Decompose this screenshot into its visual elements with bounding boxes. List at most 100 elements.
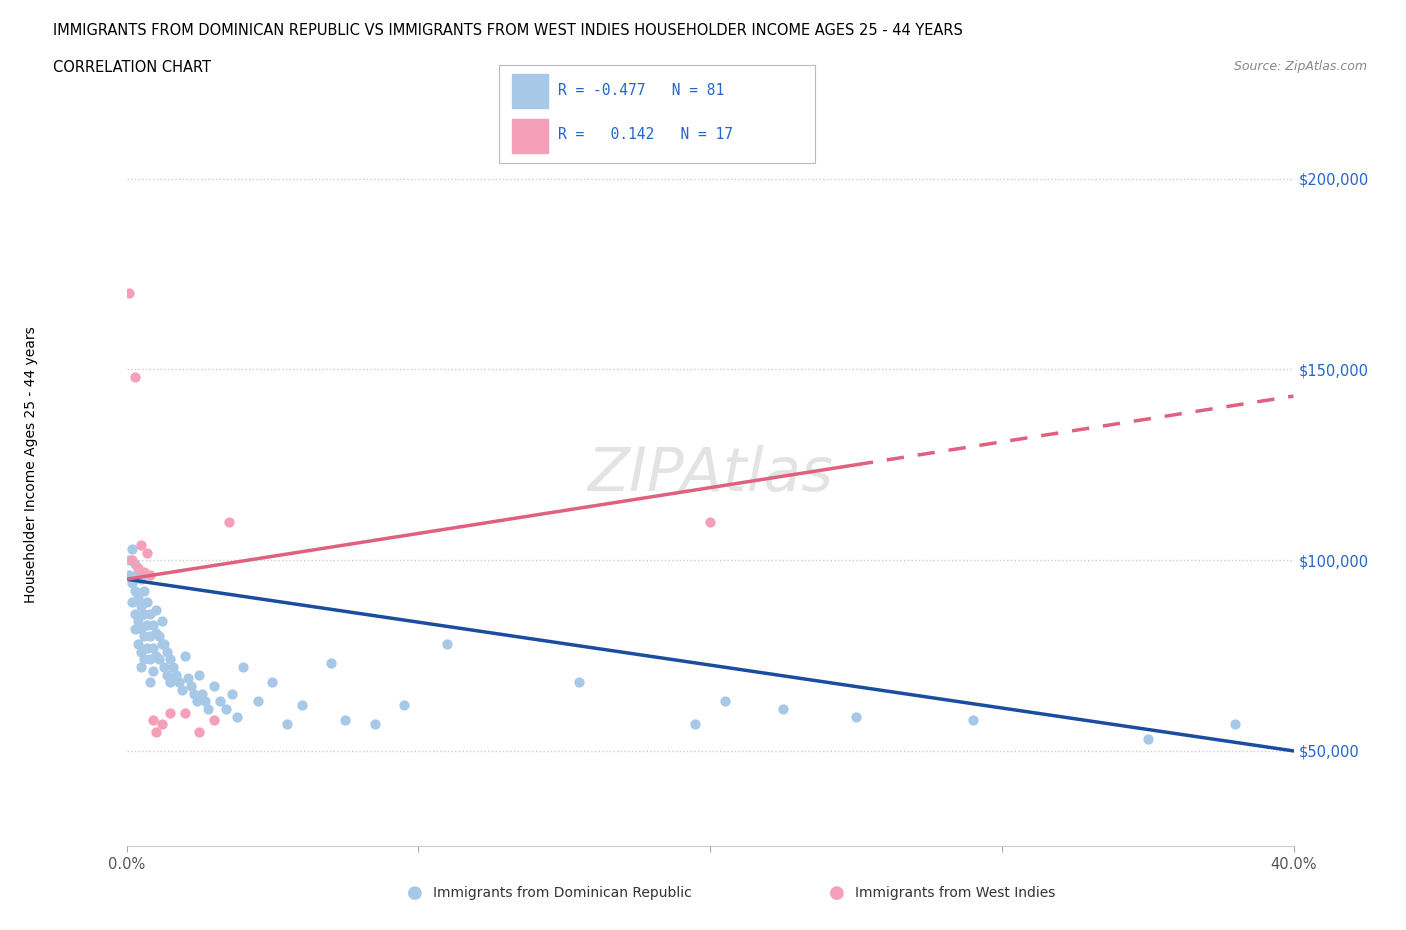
Text: Householder Income Ages 25 - 44 years: Householder Income Ages 25 - 44 years (24, 326, 38, 604)
Point (246, 694, 269, 709)
Point (124, 369, 146, 384)
Point (121, 552, 143, 567)
Point (139, 652, 162, 667)
Bar (512, 73, 548, 108)
Point (159, 652, 181, 667)
Point (142, 641, 165, 656)
Point (153, 659, 176, 674)
Point (188, 724, 211, 739)
Text: ●: ● (406, 884, 423, 902)
Point (290, 698, 312, 712)
Point (129, 538, 152, 552)
Point (226, 710, 249, 724)
Point (127, 614, 149, 629)
Text: R = -0.477   N = 81: R = -0.477 N = 81 (558, 83, 724, 98)
Point (145, 603, 167, 618)
Point (145, 724, 167, 739)
Point (392, 698, 415, 712)
Point (129, 572, 152, 587)
Text: R =   0.142   N = 17: R = 0.142 N = 17 (558, 127, 733, 142)
Point (153, 637, 176, 652)
Point (167, 675, 190, 690)
Text: Immigrants from West Indies: Immigrants from West Indies (855, 885, 1056, 900)
Point (124, 556, 146, 571)
Point (177, 671, 200, 685)
Point (150, 614, 173, 629)
Point (685, 717, 707, 732)
Point (150, 717, 173, 732)
Point (132, 652, 155, 667)
Point (174, 648, 197, 663)
Point (1223, 717, 1246, 732)
Point (136, 618, 159, 632)
Point (772, 701, 794, 716)
Point (145, 625, 167, 640)
Bar (512, 119, 548, 153)
Text: Immigrants from Dominican Republic: Immigrants from Dominican Republic (433, 885, 692, 900)
Point (132, 583, 155, 598)
Point (121, 541, 143, 556)
Point (136, 594, 159, 609)
Point (118, 568, 141, 583)
Point (436, 637, 458, 652)
Point (215, 701, 238, 716)
Point (156, 667, 179, 682)
Point (139, 606, 162, 621)
Point (699, 514, 721, 529)
Point (129, 644, 152, 659)
Text: ●: ● (828, 884, 845, 902)
Point (197, 701, 219, 716)
Point (129, 599, 152, 614)
Point (118, 286, 141, 300)
Point (1136, 732, 1159, 747)
Point (962, 713, 984, 728)
Point (148, 629, 170, 644)
Point (174, 705, 197, 720)
Text: ZIPAtlas: ZIPAtlas (588, 445, 832, 504)
Point (139, 675, 162, 690)
Point (127, 637, 149, 652)
Point (118, 552, 141, 567)
Point (262, 675, 284, 690)
Point (170, 683, 193, 698)
Point (183, 686, 205, 701)
Point (186, 694, 208, 709)
Point (124, 621, 146, 636)
Point (276, 717, 298, 732)
Point (139, 629, 162, 644)
Point (162, 659, 184, 674)
Point (145, 648, 167, 663)
Point (191, 686, 214, 701)
Point (142, 618, 165, 632)
Point (132, 629, 155, 644)
Point (218, 514, 240, 529)
Point (188, 667, 211, 682)
Point (127, 565, 149, 579)
Point (221, 686, 243, 701)
Point (132, 606, 155, 621)
Point (121, 594, 143, 609)
Point (208, 694, 231, 709)
Point (142, 663, 165, 678)
Point (713, 694, 735, 709)
Point (180, 679, 202, 694)
Point (132, 565, 155, 579)
Point (159, 705, 181, 720)
Point (845, 710, 868, 724)
Point (202, 713, 225, 728)
Point (165, 667, 187, 682)
Point (202, 679, 225, 694)
Point (127, 591, 149, 605)
Point (319, 656, 342, 671)
Point (136, 545, 159, 560)
Point (232, 659, 254, 674)
Point (159, 675, 181, 690)
Point (124, 583, 146, 598)
Point (150, 637, 173, 652)
Text: CORRELATION CHART: CORRELATION CHART (53, 60, 211, 75)
Point (121, 576, 143, 591)
Point (142, 713, 165, 728)
Point (363, 717, 385, 732)
Point (129, 659, 152, 674)
Point (124, 606, 146, 621)
